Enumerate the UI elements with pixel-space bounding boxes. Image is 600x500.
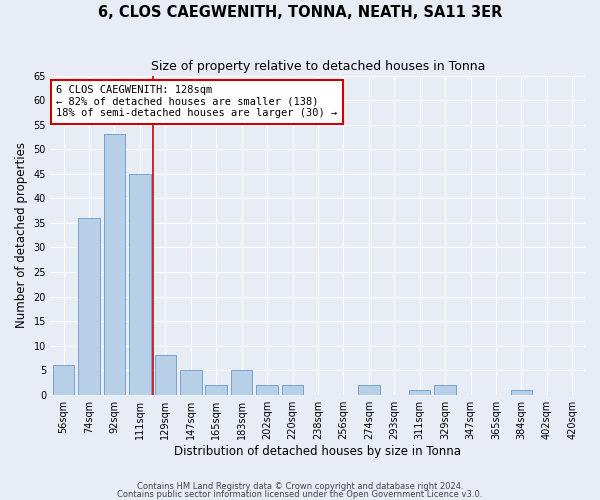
Text: 6 CLOS CAEGWENITH: 128sqm
← 82% of detached houses are smaller (138)
18% of semi: 6 CLOS CAEGWENITH: 128sqm ← 82% of detac… bbox=[56, 85, 338, 118]
Text: 6, CLOS CAEGWENITH, TONNA, NEATH, SA11 3ER: 6, CLOS CAEGWENITH, TONNA, NEATH, SA11 3… bbox=[98, 5, 502, 20]
Text: Contains public sector information licensed under the Open Government Licence v3: Contains public sector information licen… bbox=[118, 490, 482, 499]
Text: Contains HM Land Registry data © Crown copyright and database right 2024.: Contains HM Land Registry data © Crown c… bbox=[137, 482, 463, 491]
Bar bbox=[409, 390, 430, 394]
Title: Size of property relative to detached houses in Tonna: Size of property relative to detached ho… bbox=[151, 60, 485, 73]
Bar bbox=[231, 370, 253, 394]
Bar bbox=[511, 390, 532, 394]
Bar bbox=[104, 134, 125, 394]
Bar bbox=[256, 385, 278, 394]
Bar bbox=[129, 174, 151, 394]
Bar bbox=[358, 385, 380, 394]
Bar bbox=[205, 385, 227, 394]
Bar bbox=[155, 356, 176, 395]
Y-axis label: Number of detached properties: Number of detached properties bbox=[15, 142, 28, 328]
X-axis label: Distribution of detached houses by size in Tonna: Distribution of detached houses by size … bbox=[175, 444, 461, 458]
Bar bbox=[282, 385, 304, 394]
Bar bbox=[53, 365, 74, 394]
Bar bbox=[180, 370, 202, 394]
Bar bbox=[78, 218, 100, 394]
Bar bbox=[434, 385, 456, 394]
